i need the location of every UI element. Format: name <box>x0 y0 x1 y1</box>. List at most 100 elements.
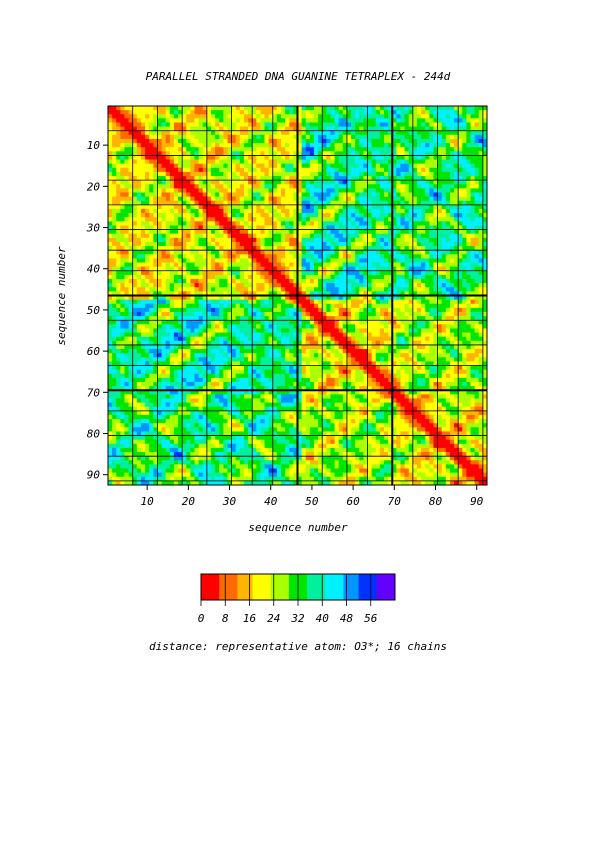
heatmap-cell <box>219 270 224 276</box>
heatmap-cell <box>149 270 154 276</box>
heatmap-cell <box>318 229 323 235</box>
heatmap-cell <box>359 283 364 288</box>
heatmap-cell <box>334 258 340 263</box>
heatmap-cell <box>322 188 327 193</box>
heatmap-cell <box>289 287 294 292</box>
heatmap-cell <box>371 283 377 288</box>
heatmap-cell <box>363 184 368 189</box>
heatmap-cell <box>359 213 364 218</box>
heatmap-cell <box>454 237 459 243</box>
heatmap-cell <box>441 184 447 189</box>
heatmap-cell <box>190 262 195 268</box>
heatmap-cell <box>404 122 410 127</box>
heatmap-cell <box>140 262 146 268</box>
heatmap-cell <box>165 307 171 313</box>
heatmap-cell <box>305 147 311 152</box>
heatmap-cell <box>318 147 323 152</box>
heatmap-cell <box>128 134 134 140</box>
heatmap-cell <box>169 110 175 115</box>
heatmap-cell <box>351 110 356 115</box>
heatmap-cell <box>454 287 459 292</box>
heatmap-cell <box>124 106 129 111</box>
heatmap-cell <box>351 274 356 280</box>
heatmap-cell <box>449 279 455 284</box>
heatmap-cell <box>355 155 360 160</box>
heatmap-cell <box>458 279 463 284</box>
heatmap-cell <box>140 279 146 284</box>
heatmap-cell <box>157 303 162 309</box>
heatmap-cell <box>454 171 459 177</box>
heatmap-cell <box>359 266 364 272</box>
heatmap-cell <box>252 114 257 119</box>
heatmap-cell <box>384 217 389 222</box>
heatmap-cell <box>466 307 471 313</box>
heatmap-cell <box>363 134 368 140</box>
heatmap-cell <box>437 184 443 189</box>
heatmap-cell <box>351 324 356 329</box>
heatmap-cell <box>112 237 117 243</box>
heatmap-cell <box>149 258 154 263</box>
heatmap-cell <box>297 295 303 301</box>
heatmap-cell <box>281 307 286 313</box>
heatmap-cell <box>112 283 117 288</box>
heatmap-cell <box>136 258 142 263</box>
heatmap-cell <box>239 241 245 247</box>
heatmap-cell <box>375 188 381 193</box>
heatmap-cell <box>482 118 488 123</box>
heatmap-cell <box>260 303 265 309</box>
heatmap-cell <box>301 204 307 210</box>
heatmap-cell <box>178 316 183 321</box>
heatmap-cell <box>272 316 278 321</box>
heatmap-cell <box>309 200 315 206</box>
heatmap-cell <box>293 324 298 329</box>
heatmap-cell <box>272 225 278 230</box>
heatmap-cell <box>153 221 158 226</box>
heatmap-cell <box>120 134 125 140</box>
heatmap-cell <box>478 311 484 317</box>
heatmap-cell <box>231 114 237 119</box>
heatmap-cell <box>371 200 377 206</box>
heatmap-cell <box>190 291 195 296</box>
heatmap-cell <box>182 303 187 309</box>
heatmap-cell <box>400 311 406 317</box>
heatmap-cell <box>161 233 167 239</box>
heatmap-cell <box>297 279 303 284</box>
heatmap-cell <box>338 192 344 198</box>
heatmap-cell <box>322 143 327 148</box>
heatmap-cell <box>458 163 463 169</box>
heatmap-cell <box>215 217 220 222</box>
heatmap-cell <box>256 279 261 284</box>
heatmap-cell <box>334 204 340 210</box>
heatmap-cell <box>153 279 158 284</box>
heatmap-cell <box>128 118 134 123</box>
heatmap-cell <box>355 204 360 210</box>
heatmap-cell <box>338 270 344 276</box>
heatmap-cell <box>412 217 418 222</box>
heatmap-cell <box>338 254 344 259</box>
heatmap-cell <box>157 328 162 333</box>
heatmap-cell <box>388 299 393 305</box>
heatmap-cell <box>186 262 191 268</box>
heatmap-cell <box>169 147 175 152</box>
heatmap-cell <box>388 225 393 230</box>
heatmap-cell <box>478 106 484 111</box>
heatmap-cell <box>449 316 455 321</box>
heatmap-cell <box>112 279 117 284</box>
heatmap-cell <box>161 303 167 309</box>
heatmap-cell <box>322 192 327 198</box>
heatmap-cell <box>256 208 261 214</box>
heatmap-cell <box>441 303 447 309</box>
heatmap-cell <box>346 213 352 218</box>
heatmap-cell <box>351 262 356 268</box>
heatmap-cell <box>482 114 488 119</box>
heatmap-cell <box>120 262 125 268</box>
heatmap-cell <box>169 126 175 132</box>
heatmap-cell <box>289 180 294 185</box>
heatmap-cell <box>326 110 331 115</box>
heatmap-cell <box>256 316 261 321</box>
heatmap-cell <box>285 143 290 148</box>
heatmap-cell <box>112 287 117 292</box>
heatmap-cell <box>260 163 265 169</box>
heatmap-cell <box>173 291 179 296</box>
heatmap-cell <box>482 122 488 127</box>
